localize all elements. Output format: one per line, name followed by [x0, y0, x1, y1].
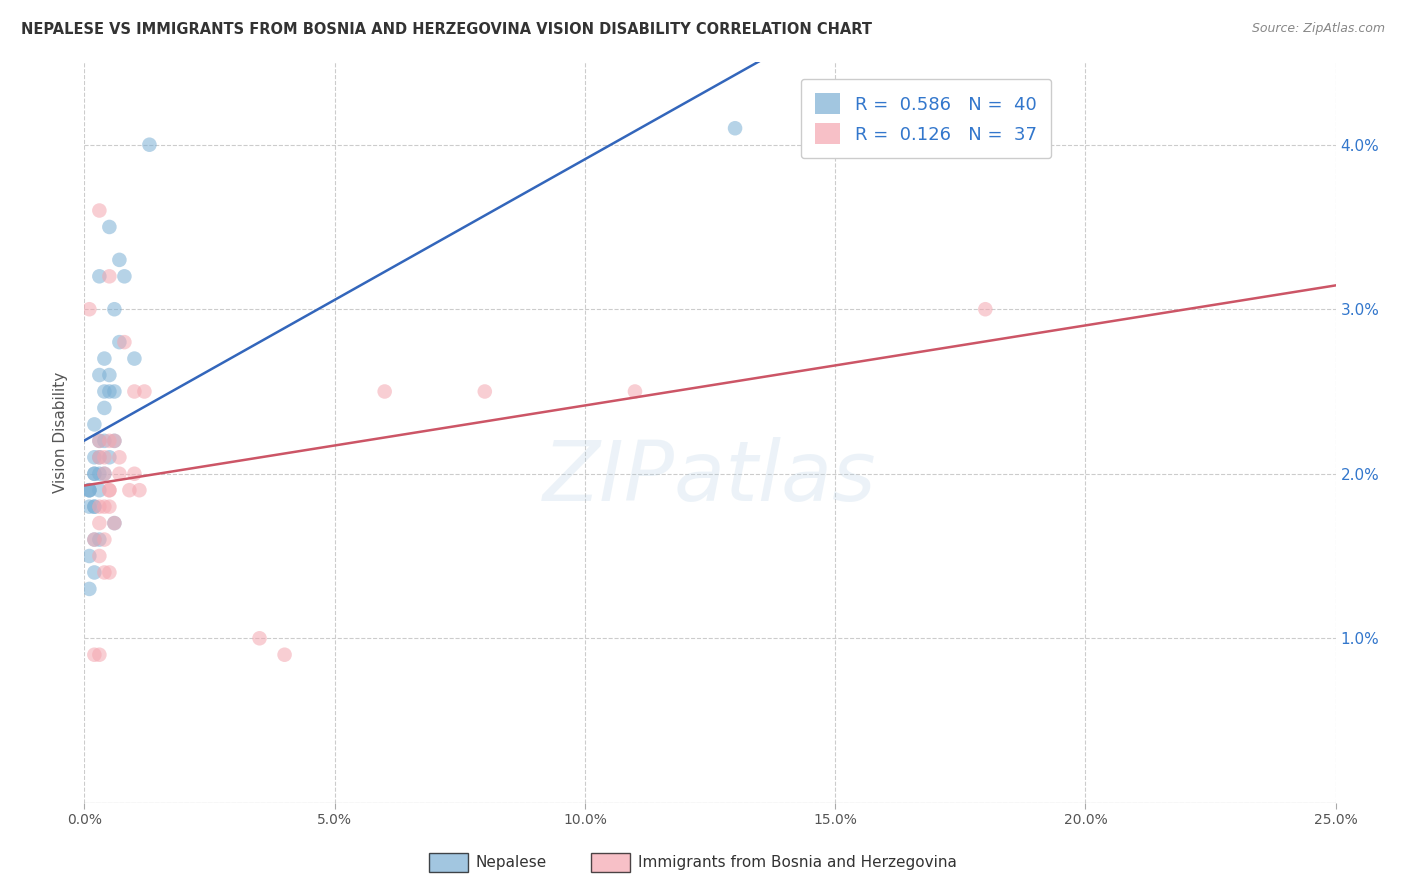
Point [118, 483, 141, 498]
Point [103, 384, 125, 399]
Point [93, 450, 115, 465]
Point [89, 533, 111, 547]
Point [79, 302, 101, 317]
Point [79, 483, 101, 498]
Point [89, 500, 111, 514]
Point [103, 516, 125, 530]
Point [93, 351, 115, 366]
Point [93, 384, 115, 399]
Point [89, 434, 111, 448]
Point [89, 203, 111, 218]
Point [83, 533, 105, 547]
Point [112, 269, 135, 284]
Point [83, 533, 105, 547]
Point [89, 467, 111, 481]
Text: NEPALESE VS IMMIGRANTS FROM BOSNIA AND HERZEGOVINA VISION DISABILITY CORRELATION: NEPALESE VS IMMIGRANTS FROM BOSNIA AND H… [21, 22, 872, 37]
Point [79, 483, 101, 498]
Point [103, 302, 125, 317]
Point [89, 483, 111, 498]
Point [83, 648, 105, 662]
Point [89, 450, 111, 465]
Point [89, 516, 111, 530]
Text: Nepalese: Nepalese [475, 855, 547, 870]
Point [124, 384, 146, 399]
Point [83, 417, 105, 432]
Point [108, 252, 131, 267]
Point [83, 500, 105, 514]
Point [83, 467, 105, 481]
Point [98, 483, 121, 498]
Point [79, 582, 101, 596]
Point [89, 434, 111, 448]
Point [112, 335, 135, 350]
Text: Immigrants from Bosnia and Herzegovina: Immigrants from Bosnia and Herzegovina [638, 855, 957, 870]
Point [103, 434, 125, 448]
Point [124, 467, 146, 481]
Point [98, 566, 121, 580]
Point [98, 219, 121, 234]
Point [79, 549, 101, 563]
Point [93, 434, 115, 448]
Point [93, 401, 115, 415]
Point [98, 384, 121, 399]
Point [98, 434, 121, 448]
Point [89, 450, 111, 465]
Point [93, 566, 115, 580]
Text: ZIPatlas: ZIPatlas [543, 436, 877, 517]
Point [98, 269, 121, 284]
Point [93, 500, 115, 514]
Point [624, 384, 647, 399]
Point [273, 648, 295, 662]
Point [89, 368, 111, 382]
Point [474, 384, 496, 399]
Point [103, 434, 125, 448]
Text: Source: ZipAtlas.com: Source: ZipAtlas.com [1251, 22, 1385, 36]
Point [134, 384, 156, 399]
Point [79, 500, 101, 514]
Point [124, 351, 146, 366]
Point [93, 533, 115, 547]
Point [108, 335, 131, 350]
Point [79, 483, 101, 498]
Point [128, 483, 150, 498]
Point [89, 269, 111, 284]
Point [108, 450, 131, 465]
Point [103, 516, 125, 530]
Point [724, 121, 747, 136]
Point [98, 500, 121, 514]
Point [98, 368, 121, 382]
Point [374, 384, 396, 399]
Point [83, 566, 105, 580]
Point [98, 483, 121, 498]
Point [93, 467, 115, 481]
Point [93, 467, 115, 481]
Point [108, 467, 131, 481]
Point [83, 467, 105, 481]
Point [98, 450, 121, 465]
Point [89, 549, 111, 563]
Point [83, 500, 105, 514]
Y-axis label: Vision Disability: Vision Disability [53, 372, 69, 493]
Point [89, 648, 111, 662]
Point [138, 137, 160, 152]
Point [974, 302, 997, 317]
Point [249, 632, 271, 646]
Point [83, 450, 105, 465]
Legend: R =  0.586   N =  40, R =  0.126   N =  37: R = 0.586 N = 40, R = 0.126 N = 37 [801, 78, 1052, 159]
